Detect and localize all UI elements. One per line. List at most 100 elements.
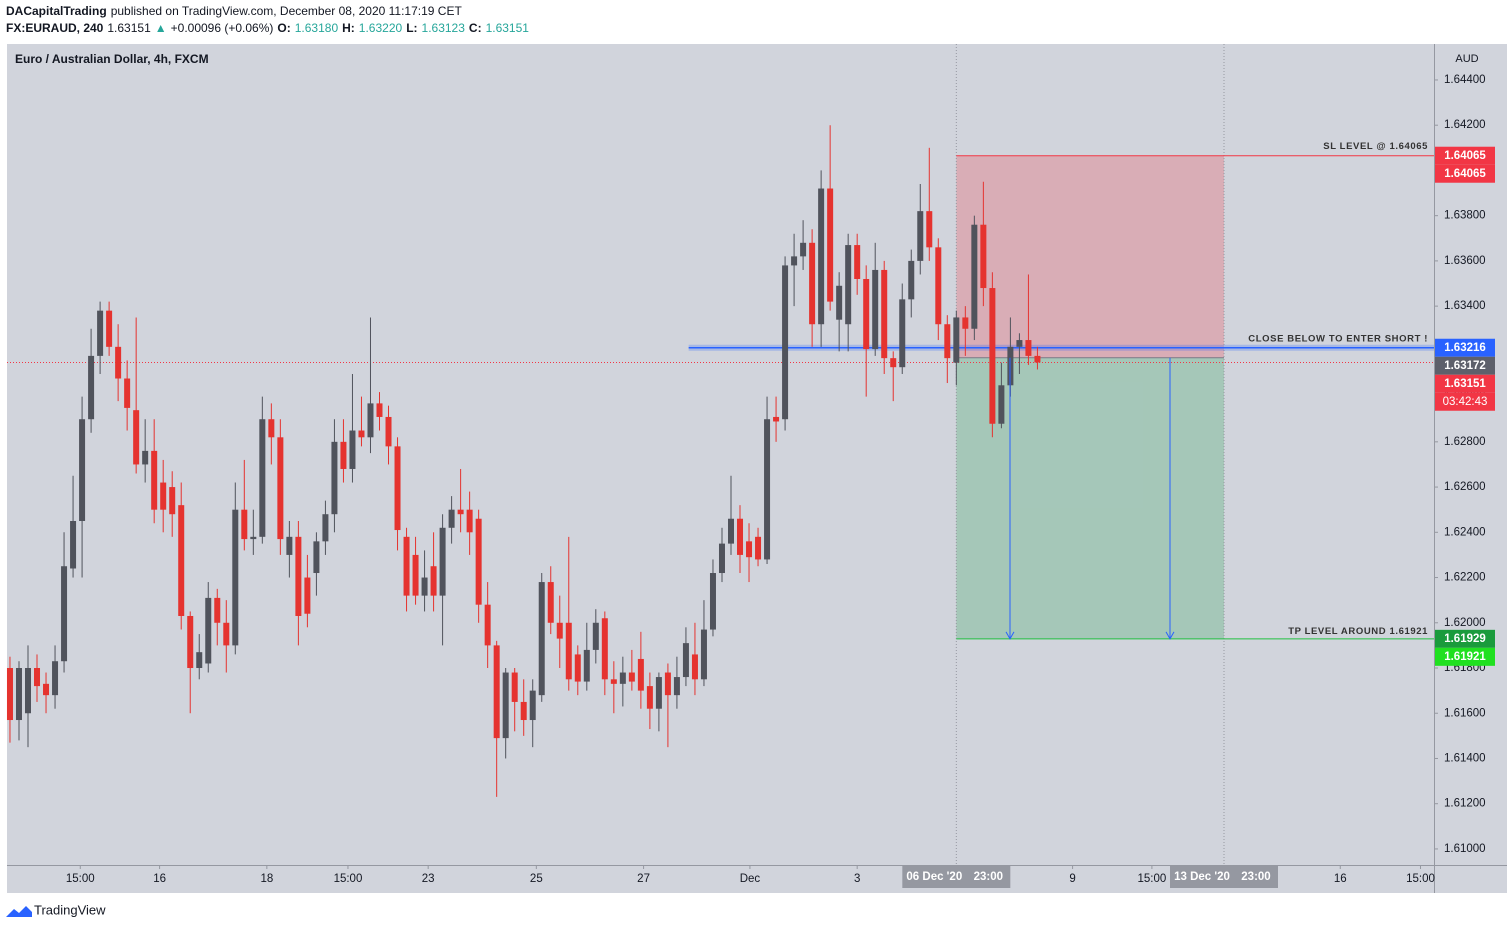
candle-body bbox=[115, 346, 122, 379]
candle-body bbox=[782, 265, 789, 420]
candle-body bbox=[700, 629, 707, 680]
price-badge-label: 1.63172 bbox=[1444, 360, 1486, 372]
candle-body bbox=[277, 437, 284, 540]
candle-body bbox=[151, 450, 158, 510]
arrow-head bbox=[1005, 631, 1015, 640]
candle-body bbox=[737, 518, 744, 555]
candle-body bbox=[34, 668, 41, 687]
candle-body bbox=[764, 419, 771, 560]
price-badge bbox=[1435, 647, 1495, 666]
date-badge-date: 13 Dec '20 bbox=[1174, 871, 1230, 883]
x-tick-label: 15:00 bbox=[1138, 873, 1167, 885]
price-badge bbox=[1435, 356, 1495, 375]
ohlc-value: 1.63220 bbox=[359, 21, 403, 35]
ohlc-key: C: bbox=[469, 21, 482, 35]
candle-body bbox=[313, 541, 320, 574]
y-tick-label: 1.62400 bbox=[1444, 526, 1486, 538]
candle-body bbox=[953, 317, 960, 363]
candle-body bbox=[241, 509, 248, 540]
candle-body bbox=[944, 324, 951, 359]
candle-body bbox=[746, 541, 753, 558]
candle-body bbox=[322, 514, 329, 542]
y-tick-label: 1.61200 bbox=[1444, 798, 1486, 810]
candle-body bbox=[1025, 340, 1032, 356]
candle-body bbox=[421, 577, 428, 596]
y-tick-label: 1.62800 bbox=[1444, 436, 1486, 448]
ohlc-key: O: bbox=[277, 21, 290, 35]
candle-body bbox=[223, 622, 230, 646]
price-badge-label: 1.61921 bbox=[1444, 651, 1486, 663]
candle-body bbox=[142, 450, 149, 465]
candle-body bbox=[286, 536, 293, 555]
candle-body bbox=[394, 446, 401, 531]
candle-body bbox=[196, 652, 203, 669]
x-tick-label: 27 bbox=[637, 873, 650, 885]
countdown-badge bbox=[1435, 392, 1495, 411]
candle-body bbox=[709, 573, 716, 630]
annotation: SL LEVEL @ 1.64065 bbox=[1323, 141, 1428, 152]
candle-body bbox=[268, 419, 275, 438]
logo-icon bbox=[6, 906, 32, 917]
ohlc-value: 1.63123 bbox=[422, 21, 466, 35]
candle-body bbox=[52, 661, 59, 696]
price-badge-label: 1.63216 bbox=[1444, 342, 1486, 354]
target-zone bbox=[956, 357, 1225, 639]
candle-body bbox=[232, 509, 239, 646]
candle-body bbox=[827, 188, 834, 302]
candle-body bbox=[6, 668, 13, 721]
candle-body bbox=[475, 518, 482, 605]
candle-body bbox=[574, 654, 581, 682]
candle-body bbox=[881, 269, 888, 359]
y-tick-label: 1.62600 bbox=[1444, 481, 1486, 493]
candle-body bbox=[556, 622, 563, 639]
x-tick-label: 25 bbox=[530, 873, 543, 885]
candle-body bbox=[998, 385, 1005, 424]
logo bbox=[6, 906, 32, 917]
candle-body bbox=[529, 690, 536, 721]
x-tick-label: 15:00 bbox=[66, 873, 95, 885]
candle-body bbox=[349, 430, 356, 469]
x-tick-label: 23 bbox=[422, 873, 435, 885]
price-badge-label: 1.63151 bbox=[1444, 378, 1486, 390]
candle-body bbox=[601, 618, 608, 680]
stop-zone bbox=[956, 155, 1225, 358]
candle-body bbox=[989, 288, 996, 424]
date-badge bbox=[1170, 866, 1279, 888]
author: DACapitalTrading bbox=[6, 4, 107, 18]
candle-body bbox=[836, 285, 843, 320]
candle-body bbox=[205, 597, 212, 664]
candle-body bbox=[169, 487, 176, 515]
x-tick-label: 16 bbox=[153, 873, 166, 885]
candle-body bbox=[502, 672, 509, 739]
candle-body bbox=[61, 566, 68, 662]
date-badge bbox=[902, 866, 1011, 888]
candle-body bbox=[655, 677, 662, 709]
ohlc-key: H: bbox=[342, 21, 355, 35]
y-unit: AUD bbox=[1455, 53, 1478, 65]
price-badge bbox=[1435, 164, 1495, 183]
candle-body bbox=[97, 310, 104, 356]
price-badge bbox=[1435, 338, 1495, 357]
candle-body bbox=[70, 520, 77, 569]
candle-body bbox=[583, 649, 590, 682]
date-badge-time: 23:00 bbox=[974, 871, 1003, 883]
y-tick-label: 1.61400 bbox=[1444, 753, 1486, 765]
candle-body bbox=[628, 672, 635, 682]
price-badge bbox=[1435, 146, 1495, 165]
candle-body bbox=[863, 278, 870, 350]
change: +0.00096 (+0.06%) bbox=[171, 21, 274, 35]
symbol: FX:EURAUD, 240 bbox=[6, 21, 104, 35]
candle-body bbox=[376, 403, 383, 417]
candle-body bbox=[295, 536, 302, 616]
candle-body bbox=[331, 441, 338, 515]
x-tick-label: 18 bbox=[260, 873, 273, 885]
candle-body bbox=[88, 355, 95, 420]
y-tick-label: 1.62200 bbox=[1444, 572, 1486, 584]
candle-body bbox=[971, 224, 978, 329]
candle-body bbox=[980, 224, 987, 289]
candle-body bbox=[448, 509, 455, 528]
candle-body bbox=[908, 260, 915, 300]
candle-body bbox=[466, 509, 473, 533]
